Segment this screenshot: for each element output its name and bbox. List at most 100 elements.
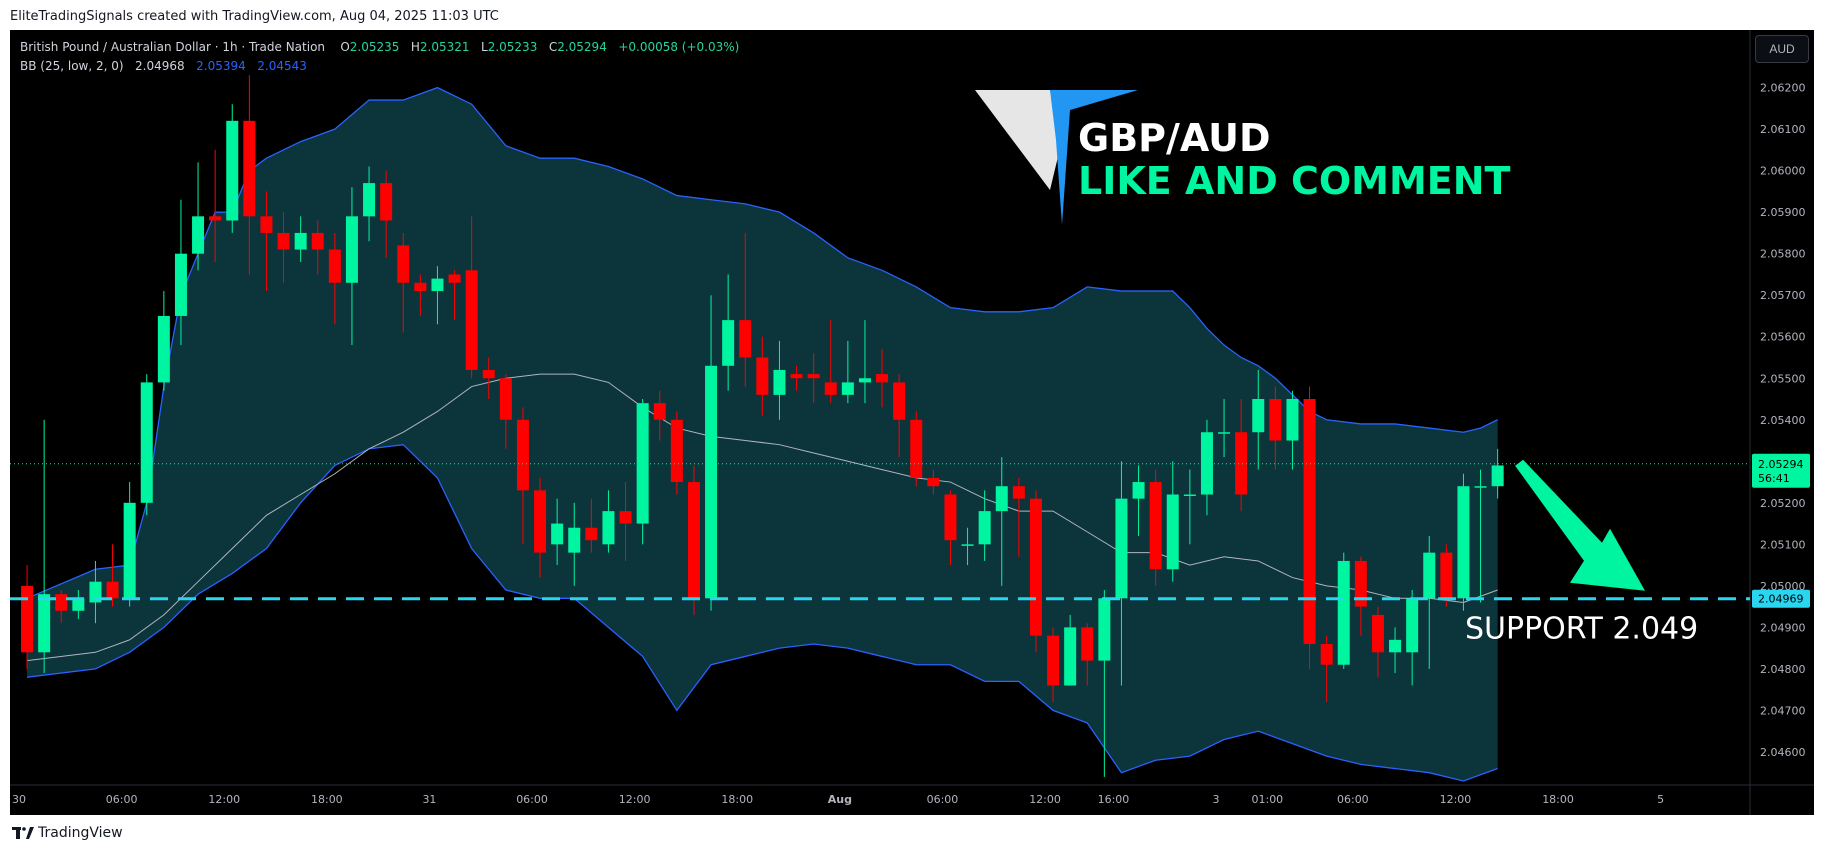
- y-tick-label: 2.05400: [1760, 414, 1806, 427]
- close-value: 2.05294: [557, 40, 607, 54]
- candle-body: [944, 494, 957, 541]
- candle-body: [1286, 399, 1299, 441]
- symbol-name[interactable]: British Pound / Australian Dollar · 1h ·…: [20, 40, 326, 54]
- created-by-text: EliteTradingSignals created with Trading…: [10, 9, 499, 24]
- candle-body: [978, 511, 991, 545]
- candle-body: [1047, 635, 1060, 686]
- logo-mark-icon: [975, 90, 1062, 190]
- x-tick-label: 31: [422, 793, 436, 806]
- candle-body: [534, 490, 547, 553]
- candle-body: [106, 581, 119, 599]
- support-price-badge: [1752, 589, 1810, 608]
- indicator-legend[interactable]: BB (25, low, 2, 0) 2.04968 2.05394 2.045…: [20, 59, 307, 73]
- symbol-legend[interactable]: British Pound / Australian Dollar · 1h ·…: [20, 40, 739, 54]
- current-price-label: 2.05294: [1758, 458, 1804, 471]
- candle-body: [1132, 482, 1145, 499]
- candle-body: [397, 245, 410, 283]
- candle-body: [773, 369, 786, 395]
- candle-body: [893, 382, 906, 420]
- candle-body: [687, 482, 700, 599]
- candle-body: [1029, 498, 1042, 636]
- candle-body: [1457, 486, 1470, 599]
- candle-body: [21, 585, 34, 653]
- x-tick-label: 01:00: [1251, 793, 1283, 806]
- candle-body: [653, 403, 666, 420]
- tradingview-brand[interactable]: TradingView: [12, 825, 123, 841]
- candle-body: [192, 216, 205, 254]
- open-label: O: [340, 40, 350, 54]
- pair-annotation: GBP/AUD: [1078, 116, 1271, 160]
- candle-body: [876, 374, 889, 383]
- candle-body: [858, 378, 871, 383]
- candle-body: [174, 253, 187, 316]
- tradingview-logo-icon: [12, 827, 34, 839]
- candle-body: [1440, 552, 1453, 599]
- candle-body: [465, 270, 478, 370]
- candle-body: [1098, 598, 1111, 661]
- bb-basis-line: [26, 373, 1498, 662]
- candle-body: [294, 232, 307, 250]
- candle-body: [499, 378, 512, 420]
- candle-body: [1354, 560, 1367, 607]
- support-price-label: 2.04969: [1758, 593, 1804, 606]
- candle-body: [482, 369, 495, 379]
- support-annotation-label: SUPPORT 2.049: [1465, 612, 1698, 647]
- candle-body: [585, 527, 598, 541]
- candle-body: [995, 486, 1008, 512]
- x-tick-label: 16:00: [1098, 793, 1130, 806]
- x-tick-label: 06:00: [927, 793, 959, 806]
- chart-area[interactable]: 2.06200 2.06100 2.06000 2.05900 2.05800 2.057…: [10, 30, 1814, 815]
- candle-body: [739, 320, 752, 358]
- candle-body: [722, 320, 735, 366]
- bb-lower-line: [26, 444, 1498, 782]
- candle-body: [1166, 494, 1179, 570]
- candle-body: [1406, 598, 1419, 653]
- x-tick-label: 5: [1657, 793, 1664, 806]
- x-tick-label: 12:00: [208, 793, 240, 806]
- x-tick-label: 3: [1213, 793, 1220, 806]
- candle-body: [841, 382, 854, 395]
- bb-band-fill: [27, 87, 1498, 782]
- current-price-badge: [1752, 453, 1810, 488]
- open-value: 2.05235: [349, 40, 400, 54]
- y-tick-label: 2.05600: [1760, 331, 1806, 344]
- x-tick-label: 06:00: [1337, 793, 1369, 806]
- candle-body: [1474, 486, 1487, 488]
- y-tick-label: 2.04600: [1760, 746, 1806, 759]
- down-arrow-annotation: [1515, 459, 1645, 591]
- countdown-label: 56:41: [1758, 472, 1790, 485]
- currency-badge[interactable]: AUD: [1755, 35, 1809, 63]
- y-tick-label: 2.06000: [1760, 165, 1806, 178]
- candle-body: [807, 374, 820, 379]
- x-tick-label: 12:00: [1440, 793, 1472, 806]
- indicator-name[interactable]: BB (25, low, 2, 0): [20, 59, 124, 73]
- candle-body: [602, 511, 615, 545]
- candle-body: [927, 477, 940, 487]
- candle-body: [1149, 482, 1162, 570]
- chart-svg[interactable]: 2.06200 2.06100 2.06000 2.05900 2.05800 2.057…: [10, 30, 1814, 815]
- candle-body: [226, 120, 239, 221]
- candle-body: [448, 274, 461, 283]
- y-tick-label: 2.05700: [1760, 289, 1806, 302]
- candle-body: [961, 544, 974, 546]
- logo-mark-icon: [1050, 90, 1138, 225]
- candle-body: [243, 120, 256, 217]
- candle-body: [1218, 432, 1231, 434]
- high-label: H: [410, 40, 420, 54]
- candle-body: [568, 527, 581, 553]
- bottom-bar: TradingView: [0, 815, 1825, 854]
- low-label: L: [481, 40, 488, 54]
- y-tick-label: 2.05100: [1760, 538, 1806, 551]
- candle-body: [1081, 627, 1094, 661]
- y-tick-label: 2.05800: [1760, 248, 1806, 261]
- price-axis[interactable]: [1750, 30, 1814, 815]
- y-tick-label: 2.05200: [1760, 497, 1806, 510]
- x-tick-label: 18:00: [1542, 793, 1574, 806]
- top-bar: EliteTradingSignals created with Trading…: [0, 0, 1825, 30]
- x-tick-label: 18:00: [311, 793, 343, 806]
- y-tick-label: 2.05000: [1760, 580, 1806, 593]
- candle-body: [38, 594, 51, 653]
- candle-body: [1491, 465, 1504, 487]
- candle-body: [328, 249, 341, 283]
- x-tick-label: 06:00: [516, 793, 548, 806]
